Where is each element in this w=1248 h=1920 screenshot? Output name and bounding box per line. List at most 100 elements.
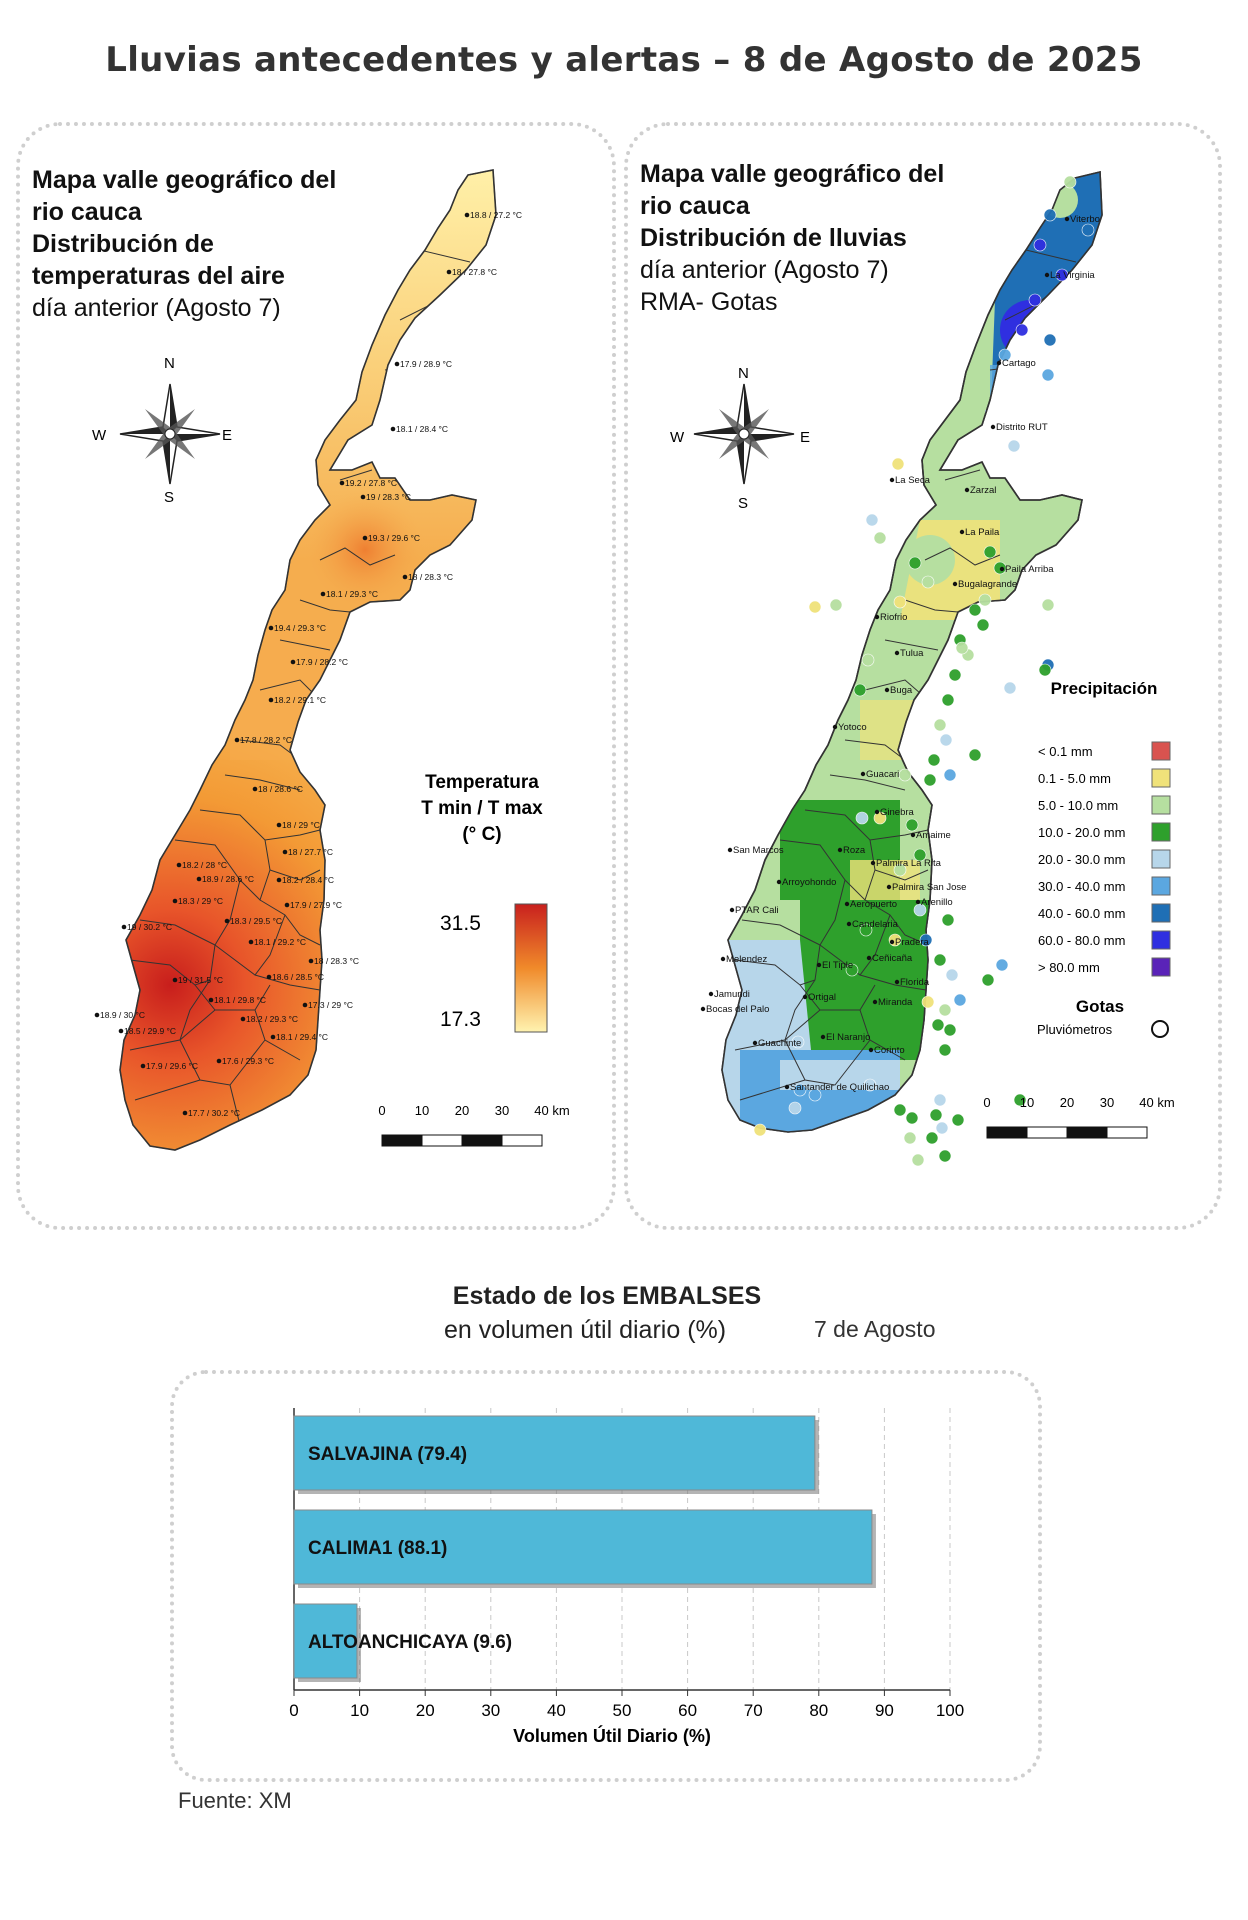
station-dot <box>268 697 274 703</box>
station-dot <box>339 480 345 486</box>
rain-gauge-dot <box>1041 598 1055 612</box>
temp-legend-min: 17.3 <box>440 1008 481 1031</box>
station-dot <box>172 977 178 983</box>
compass-s: S <box>738 495 748 512</box>
rain-gauge-dot <box>955 641 969 655</box>
rain-map: Viterbo La Virginia Cartago Distrito RUT La … <box>670 170 1175 1167</box>
rain-gauge-dot <box>1015 323 1029 337</box>
station-label: 18 / 28.3 °C <box>314 956 359 966</box>
rain-gauge-dot <box>995 958 1009 972</box>
station-dot <box>276 877 282 883</box>
town-dot <box>776 879 782 885</box>
station-label: 18.2 / 29.1 °C <box>274 695 326 705</box>
rain-gauge-dot <box>1081 223 1095 237</box>
gotas-title: Gotas <box>1076 997 1124 1016</box>
rain-legend-swatch <box>1151 930 1171 950</box>
town-dot <box>952 581 958 587</box>
station-label: 19 / 30.2 °C <box>127 922 172 932</box>
scale-label: 10 <box>1020 1095 1034 1110</box>
rain-legend-label: 60.0 - 80.0 mm <box>1038 933 1125 948</box>
rain-gauge-dot <box>938 1149 952 1163</box>
town-dot <box>999 566 1005 572</box>
station-label: 18.9 / 30 °C <box>100 1010 145 1020</box>
town-label: Amaime <box>916 830 951 841</box>
town-label: Miranda <box>878 997 913 1008</box>
rain-gauge-dot <box>1013 1093 1027 1107</box>
station-label: 18.1 / 29.8 °C <box>214 995 266 1005</box>
town-label: PTAR Cali <box>735 905 779 916</box>
rain-gauge-dot <box>1041 368 1055 382</box>
rain-gauge-dot <box>921 995 935 1009</box>
rain-legend-swatch <box>1151 795 1171 815</box>
rain-legend-label: 0.1 - 5.0 mm <box>1038 771 1111 786</box>
station-label: 18.6 / 28.5 °C <box>272 972 324 982</box>
station-label: 18.9 / 28.6 °C <box>202 874 254 884</box>
rain-gauge-dot <box>859 923 873 937</box>
town-dot <box>915 899 921 905</box>
rain-map-panel <box>624 122 1222 1230</box>
compass-s: S <box>164 489 174 506</box>
town-label: Palmira San Jose <box>892 882 966 893</box>
page-title: Lluvias antecedentes y alertas – 8 de Ag… <box>105 40 1143 80</box>
rain-legend-swatch <box>1151 876 1171 896</box>
town-dot <box>889 939 895 945</box>
rain-legend-title: Precipitación <box>1051 679 1158 698</box>
rain-legend-label: 10.0 - 20.0 mm <box>1038 825 1125 840</box>
station-label: 17.9 / 28.9 °C <box>400 359 452 369</box>
town-dot <box>959 529 965 535</box>
reservoirs-chart-panel <box>170 1370 1042 1782</box>
scale-label: 10 <box>415 1103 429 1118</box>
reservoirs-subtitle: en volumen útil diario (%) <box>444 1316 727 1344</box>
rain-gauge-dot <box>968 603 982 617</box>
town-label: Paila Arriba <box>1005 564 1054 575</box>
town-dot <box>816 962 822 968</box>
rain-map-title: Mapa valle geográfico del rio cauca Dist… <box>640 160 945 316</box>
town-label: Candelaria <box>852 919 899 930</box>
station-dot <box>248 939 254 945</box>
x-tick-label: 30 <box>481 1701 500 1720</box>
x-tick-label: 70 <box>744 1701 763 1720</box>
station-label: 17.3 / 29 °C <box>308 1000 353 1010</box>
rain-gauge-dot <box>873 811 887 825</box>
rain-gauge-dot <box>853 683 867 697</box>
town-dot <box>894 979 900 985</box>
rain-gauge-dot <box>808 600 822 614</box>
town-dot <box>868 1047 874 1053</box>
town-dot <box>820 1034 826 1040</box>
rain-gauge-dot <box>861 653 875 667</box>
x-tick-label: 20 <box>416 1701 435 1720</box>
town-label: Riofrio <box>880 612 907 623</box>
scale-label: 0 <box>378 1103 385 1118</box>
station-labels: 18.8 / 27.2 °C 18 / 27.8 °C 17.9 / 28.9 °C… <box>94 210 522 1118</box>
rain-gauge-dot <box>829 598 843 612</box>
rain-legend-label: 40.0 - 60.0 mm <box>1038 906 1125 921</box>
station-label: 19 / 28.3 °C <box>366 492 411 502</box>
town-label: Zarzal <box>970 485 996 496</box>
temperature-map-title: Mapa valle geográfico del rio cauca Dist… <box>32 166 337 322</box>
station-dot <box>446 269 452 275</box>
station-label: 18.5 / 29.9 °C <box>124 1026 176 1036</box>
compass-w: W <box>92 427 107 444</box>
rain-legend-swatch <box>1151 741 1171 761</box>
x-tick-label: 50 <box>613 1701 632 1720</box>
town-label: El Tiple <box>822 960 853 971</box>
rain-gauge-dot <box>983 545 997 559</box>
rain-gauge-dot <box>893 1103 907 1117</box>
town-dot <box>727 847 733 853</box>
station-dot <box>196 876 202 882</box>
compass-e: E <box>800 429 810 446</box>
town-dot <box>894 650 900 656</box>
bar <box>293 1509 873 1585</box>
town-dot <box>990 424 996 430</box>
town-label: Yotoco <box>838 722 867 733</box>
town-label: Guachinte <box>758 1038 801 1049</box>
gotas-label: Pluviómetros <box>1037 1022 1113 1037</box>
rain-gauge-dot <box>791 1035 805 1049</box>
temp-legend-title-1: Temperatura <box>425 772 539 793</box>
temp-legend-title-3: (° C) <box>462 824 501 845</box>
rain-gauge-dot <box>968 748 982 762</box>
rain-gauge-dot <box>993 561 1007 575</box>
town-dot <box>870 860 876 866</box>
x-tick-label: 0 <box>289 1701 298 1720</box>
town-label: La Virginia <box>1050 270 1095 281</box>
